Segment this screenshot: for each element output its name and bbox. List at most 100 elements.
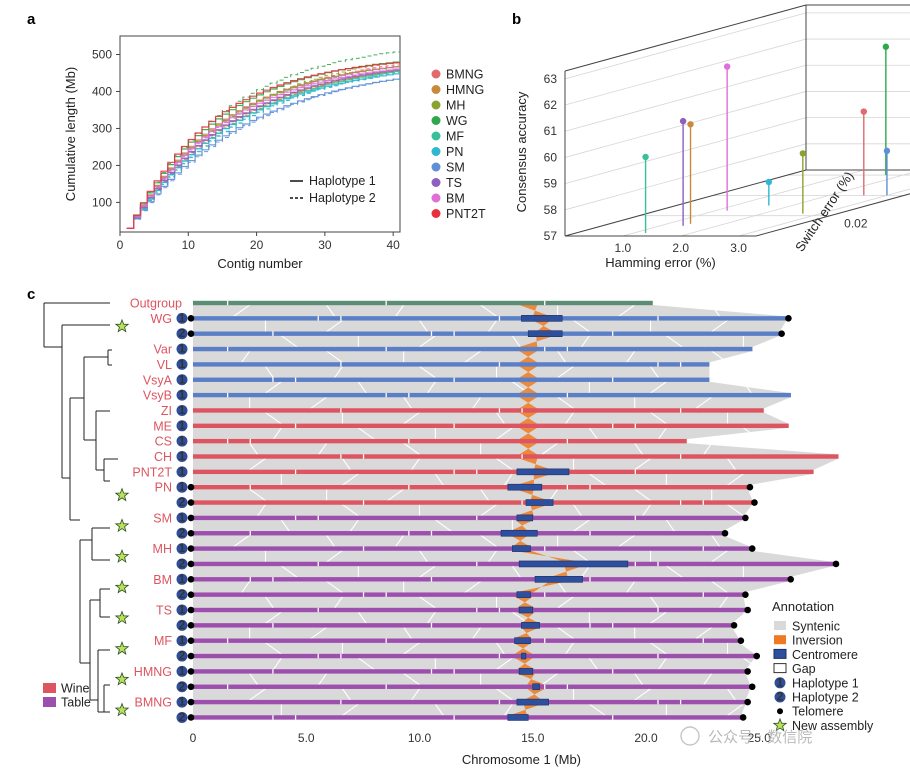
annotation-label: Centromere xyxy=(792,648,858,662)
telomere-dot xyxy=(746,483,754,491)
legend-dot-bmng xyxy=(431,69,441,79)
gap-mark xyxy=(544,346,546,352)
synteny-break xyxy=(249,673,259,686)
annotation-label: Haplotype 1 xyxy=(792,676,859,690)
inversion-ribbon xyxy=(519,381,538,394)
annotation-swatch-telomere xyxy=(777,708,783,715)
new-assembly-star-icon xyxy=(114,487,130,502)
wechat-logo-icon xyxy=(680,726,700,746)
panel-b-point-sm xyxy=(883,147,891,155)
annotation-swatch-centromere xyxy=(773,648,787,659)
gap-mark xyxy=(453,669,455,674)
telomere-dot xyxy=(785,315,792,322)
synteny-break xyxy=(480,504,497,517)
haplotype-badge-label: 1 xyxy=(179,480,186,494)
legend-dot-ts xyxy=(431,178,441,187)
synteny-break xyxy=(326,534,336,547)
gap-mark xyxy=(317,607,319,613)
group-legend-swatch-table xyxy=(43,697,56,707)
gap-mark xyxy=(408,392,410,398)
synteny-break xyxy=(326,319,343,333)
panel-a-xtick-label: 10 xyxy=(182,238,196,252)
centromere-block xyxy=(516,514,534,522)
haplotype-badge xyxy=(176,527,188,539)
synteny-break xyxy=(480,304,497,317)
chromosome-bar xyxy=(193,669,746,674)
synteny-ribbon xyxy=(193,504,753,516)
gap-mark xyxy=(340,362,342,367)
gap-mark xyxy=(408,531,410,536)
inversion-ribbon xyxy=(519,443,538,455)
synteny-break xyxy=(249,488,266,501)
gap-mark xyxy=(498,653,501,659)
chromosome-bar xyxy=(193,715,742,720)
tip-label-mh: MH xyxy=(153,542,172,556)
panel-b-ytick-label: 0.02 xyxy=(844,217,868,231)
gap-mark xyxy=(430,669,433,674)
chromosome-bar xyxy=(193,346,753,352)
gap-mark xyxy=(362,454,365,459)
synteny-break xyxy=(480,534,497,548)
panel-b-point-bm xyxy=(723,63,731,70)
synteny-break xyxy=(464,350,481,363)
chromosome-bar xyxy=(193,438,687,444)
chromosome-bar xyxy=(193,316,787,321)
synteny-break xyxy=(411,458,420,471)
gap-mark xyxy=(294,377,297,382)
panel-b-point-bmng xyxy=(860,108,867,115)
panel-b-box-edge xyxy=(564,4,807,72)
synteny-break xyxy=(434,703,444,716)
synteny-ribbon xyxy=(193,596,746,608)
tip-label-ch: CH xyxy=(154,450,172,464)
chromosome-bar xyxy=(193,607,746,613)
haplotype-badge xyxy=(176,619,188,631)
gap-mark xyxy=(544,638,546,643)
synteny-break xyxy=(419,565,436,578)
haplotype-badge-label: 1 xyxy=(179,464,186,478)
synteny-ribbon xyxy=(193,642,755,655)
synteny-break xyxy=(358,427,375,440)
synteny-break xyxy=(488,550,497,563)
chromosome-bar xyxy=(193,408,764,413)
legend-dot-pn xyxy=(431,147,441,156)
gap-mark xyxy=(362,546,365,551)
gap-mark xyxy=(476,469,478,475)
synteny-break xyxy=(565,412,574,425)
gap-mark xyxy=(453,331,455,336)
gap-mark xyxy=(612,377,614,382)
synteny-break xyxy=(634,688,651,701)
haplotype-badge xyxy=(176,358,188,370)
new-assembly-star-icon xyxy=(114,518,130,533)
panel-a-ytick-label: 500 xyxy=(92,47,112,61)
inversion-ribbon xyxy=(532,320,555,332)
legend-label-bm: BM xyxy=(446,192,465,206)
annotation-legend-title: Annotation xyxy=(772,599,834,614)
inversion-ribbon xyxy=(519,412,538,424)
legend-label-pn: PN xyxy=(446,145,463,159)
inversion-ribbon xyxy=(515,504,549,516)
gap-mark xyxy=(679,362,682,367)
synteny-break xyxy=(249,688,266,701)
synteny-break xyxy=(695,396,713,409)
gap-mark xyxy=(566,392,569,398)
gap-mark xyxy=(657,362,659,367)
synteny-break xyxy=(257,504,266,517)
synteny-break xyxy=(650,611,667,624)
centromere-block xyxy=(516,468,570,476)
chromosome-bar xyxy=(193,362,710,367)
synteny-break xyxy=(580,335,590,348)
synteny-break xyxy=(557,396,574,409)
synteny-break xyxy=(557,596,574,609)
synteny-ribbon xyxy=(193,612,746,624)
synteny-ribbon xyxy=(193,581,789,593)
annotation-swatch-new-assembly-icon xyxy=(772,717,788,732)
inversion-ribbon xyxy=(514,596,536,608)
tip-label-sm: SM xyxy=(153,511,172,525)
gap-mark xyxy=(272,623,274,628)
gap-mark xyxy=(589,577,591,582)
centromere-block xyxy=(500,529,538,537)
gap-mark xyxy=(226,300,229,306)
synteny-break xyxy=(650,596,659,609)
centromere-block xyxy=(525,499,554,506)
synteny-break xyxy=(342,458,351,471)
